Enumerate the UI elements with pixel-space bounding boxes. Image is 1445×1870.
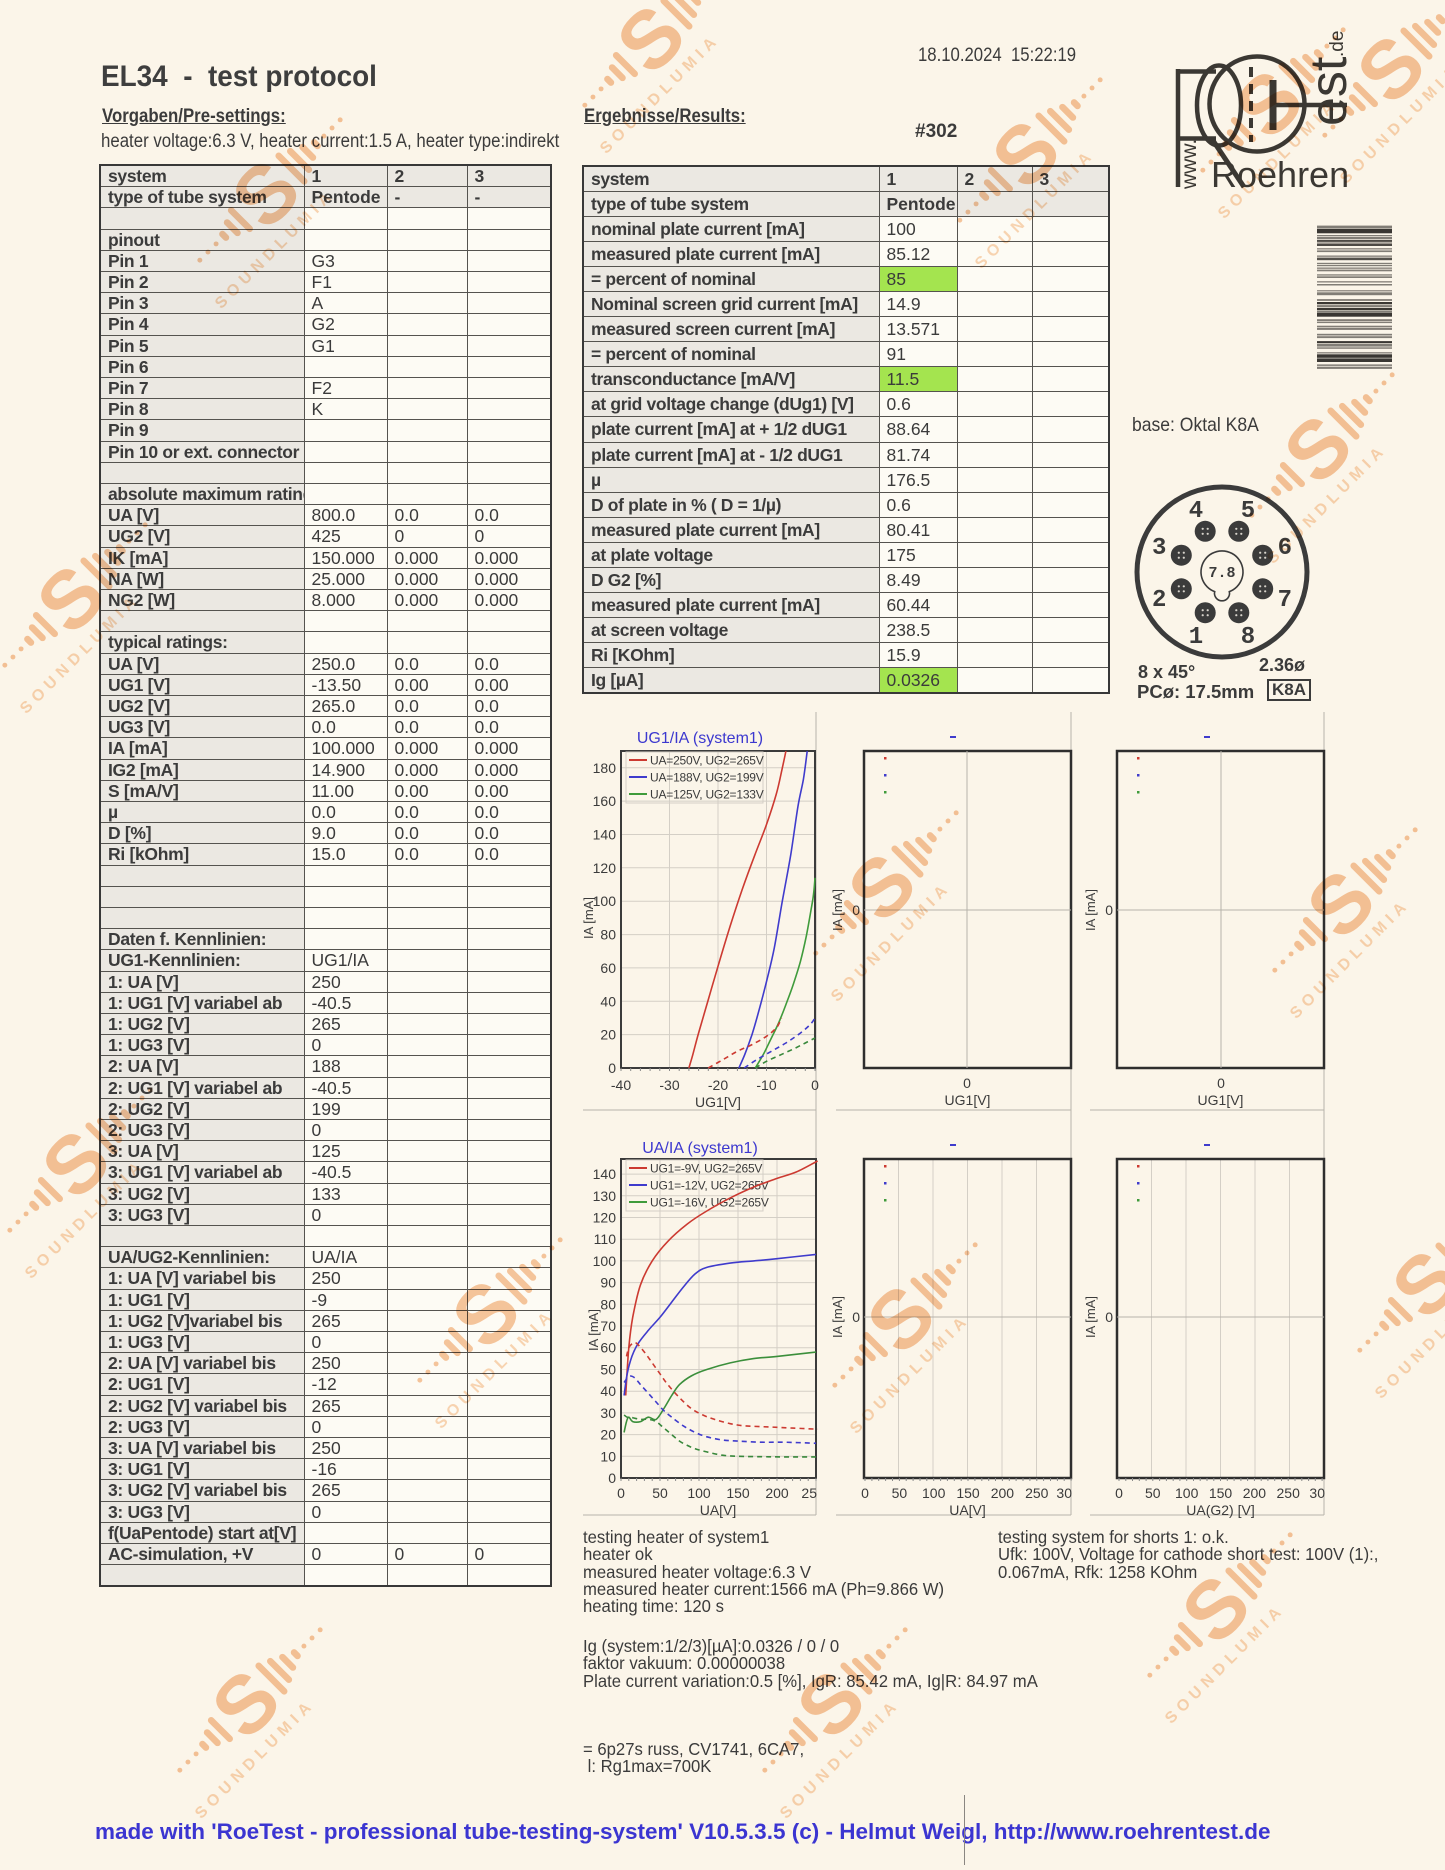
svg-text:UG1=-12V, UG2=265V: UG1=-12V, UG2=265V (650, 1179, 769, 1193)
svg-text:0: 0 (852, 902, 860, 918)
svg-text:150: 150 (956, 1485, 980, 1501)
svg-text:160: 160 (593, 793, 617, 809)
svg-text:0: 0 (861, 1485, 869, 1501)
svg-text:30: 30 (1309, 1485, 1325, 1501)
svg-text:20: 20 (600, 1027, 616, 1043)
svg-text:UG1[V]: UG1[V] (1198, 1092, 1244, 1108)
svg-text:UA=250V, UG2=265V: UA=250V, UG2=265V (650, 754, 764, 768)
svg-text:Roehren: Roehren (1211, 154, 1349, 195)
svg-text:UA=188V, UG2=199V: UA=188V, UG2=199V (650, 771, 764, 785)
svg-text:120: 120 (593, 860, 617, 876)
svg-text:180: 180 (593, 760, 617, 776)
svg-text:30: 30 (600, 1405, 616, 1421)
svg-text:0: 0 (1115, 1485, 1123, 1501)
svg-text:50: 50 (1145, 1485, 1161, 1501)
svg-text:1: 1 (1189, 624, 1203, 651)
svg-text:3: 3 (1152, 535, 1166, 562)
svg-text:0: 0 (852, 1309, 860, 1325)
svg-text:70: 70 (600, 1318, 616, 1334)
svg-text:IA [mA]: IA [mA] (1083, 1296, 1098, 1338)
svg-text:250: 250 (1277, 1485, 1301, 1501)
svg-text:UG1=-16V, UG2=265V: UG1=-16V, UG2=265V (650, 1196, 769, 1210)
svg-text:90: 90 (600, 1275, 616, 1291)
svg-text:0: 0 (608, 1470, 616, 1486)
svg-text:IA [mA]: IA [mA] (581, 897, 596, 939)
svg-text:IA [mA]: IA [mA] (830, 889, 845, 931)
svg-text:UG1[V]: UG1[V] (695, 1094, 741, 1110)
svg-text:IA [mA]: IA [mA] (586, 1309, 601, 1351)
svg-text:200: 200 (991, 1485, 1015, 1501)
svg-text:130: 130 (593, 1188, 617, 1204)
svg-text:30: 30 (1056, 1485, 1072, 1501)
svg-text:IA [mA]: IA [mA] (1083, 889, 1098, 931)
svg-text:150: 150 (1209, 1485, 1233, 1501)
svg-text:UA[V]: UA[V] (700, 1502, 737, 1518)
svg-text:40: 40 (600, 1383, 616, 1399)
svg-text:est: est (1300, 56, 1358, 126)
svg-text:200: 200 (1243, 1485, 1267, 1501)
svg-text:UG1/IA (system1): UG1/IA (system1) (637, 730, 763, 747)
svg-text:50: 50 (892, 1485, 908, 1501)
svg-text:20: 20 (600, 1427, 616, 1443)
svg-text:-40: -40 (611, 1077, 631, 1093)
svg-text:4: 4 (1189, 498, 1203, 525)
svg-text:50: 50 (652, 1485, 668, 1501)
svg-text:110: 110 (594, 1231, 617, 1247)
svg-text:-30: -30 (659, 1077, 679, 1093)
svg-text:140: 140 (593, 1166, 617, 1182)
svg-text:5: 5 (1241, 498, 1255, 525)
svg-text:7.8: 7.8 (1208, 565, 1235, 582)
svg-text:140: 140 (593, 827, 617, 843)
svg-text:100: 100 (593, 1253, 617, 1269)
svg-text:7: 7 (1278, 587, 1292, 614)
svg-text:IA [mA]: IA [mA] (830, 1296, 845, 1338)
svg-text:UA[V]: UA[V] (949, 1502, 986, 1518)
svg-text:10: 10 (600, 1448, 616, 1464)
svg-text:0: 0 (1105, 1309, 1113, 1325)
svg-text:0: 0 (617, 1485, 625, 1501)
svg-text:UA=125V, UG2=133V: UA=125V, UG2=133V (650, 788, 764, 802)
svg-text:UA(G2) [V]: UA(G2) [V] (1186, 1502, 1254, 1518)
svg-text:-20: -20 (708, 1077, 728, 1093)
svg-text:0: 0 (963, 1075, 971, 1091)
svg-text:100: 100 (1175, 1485, 1199, 1501)
svg-text:100: 100 (922, 1485, 946, 1501)
svg-text:UA/IA (system1): UA/IA (system1) (642, 1140, 758, 1157)
svg-text:www.: www. (1178, 139, 1201, 190)
svg-text:50: 50 (600, 1362, 616, 1378)
svg-text:2: 2 (1152, 587, 1166, 614)
svg-text:6: 6 (1278, 535, 1292, 562)
svg-text:60: 60 (600, 960, 616, 976)
svg-text:0: 0 (608, 1060, 616, 1076)
svg-text:250: 250 (1025, 1485, 1049, 1501)
svg-text:150: 150 (726, 1485, 750, 1501)
svg-text:100: 100 (687, 1485, 711, 1501)
svg-text:40: 40 (600, 993, 616, 1009)
svg-text:200: 200 (765, 1485, 789, 1501)
svg-text:100: 100 (593, 893, 617, 909)
svg-text:0: 0 (811, 1077, 819, 1093)
svg-text:120: 120 (593, 1210, 617, 1226)
svg-text:80: 80 (600, 1296, 616, 1312)
svg-text:25: 25 (801, 1485, 817, 1501)
svg-text:UG1[V]: UG1[V] (945, 1092, 991, 1108)
svg-text:8: 8 (1241, 624, 1255, 651)
svg-text:60: 60 (600, 1340, 616, 1356)
svg-text:0: 0 (1105, 902, 1113, 918)
svg-text:.de: .de (1327, 31, 1348, 57)
svg-text:UG1=-9V, UG2=265V: UG1=-9V, UG2=265V (650, 1162, 762, 1176)
svg-text:0: 0 (1217, 1075, 1225, 1091)
svg-text:80: 80 (600, 927, 616, 943)
svg-text:-10: -10 (756, 1077, 776, 1093)
